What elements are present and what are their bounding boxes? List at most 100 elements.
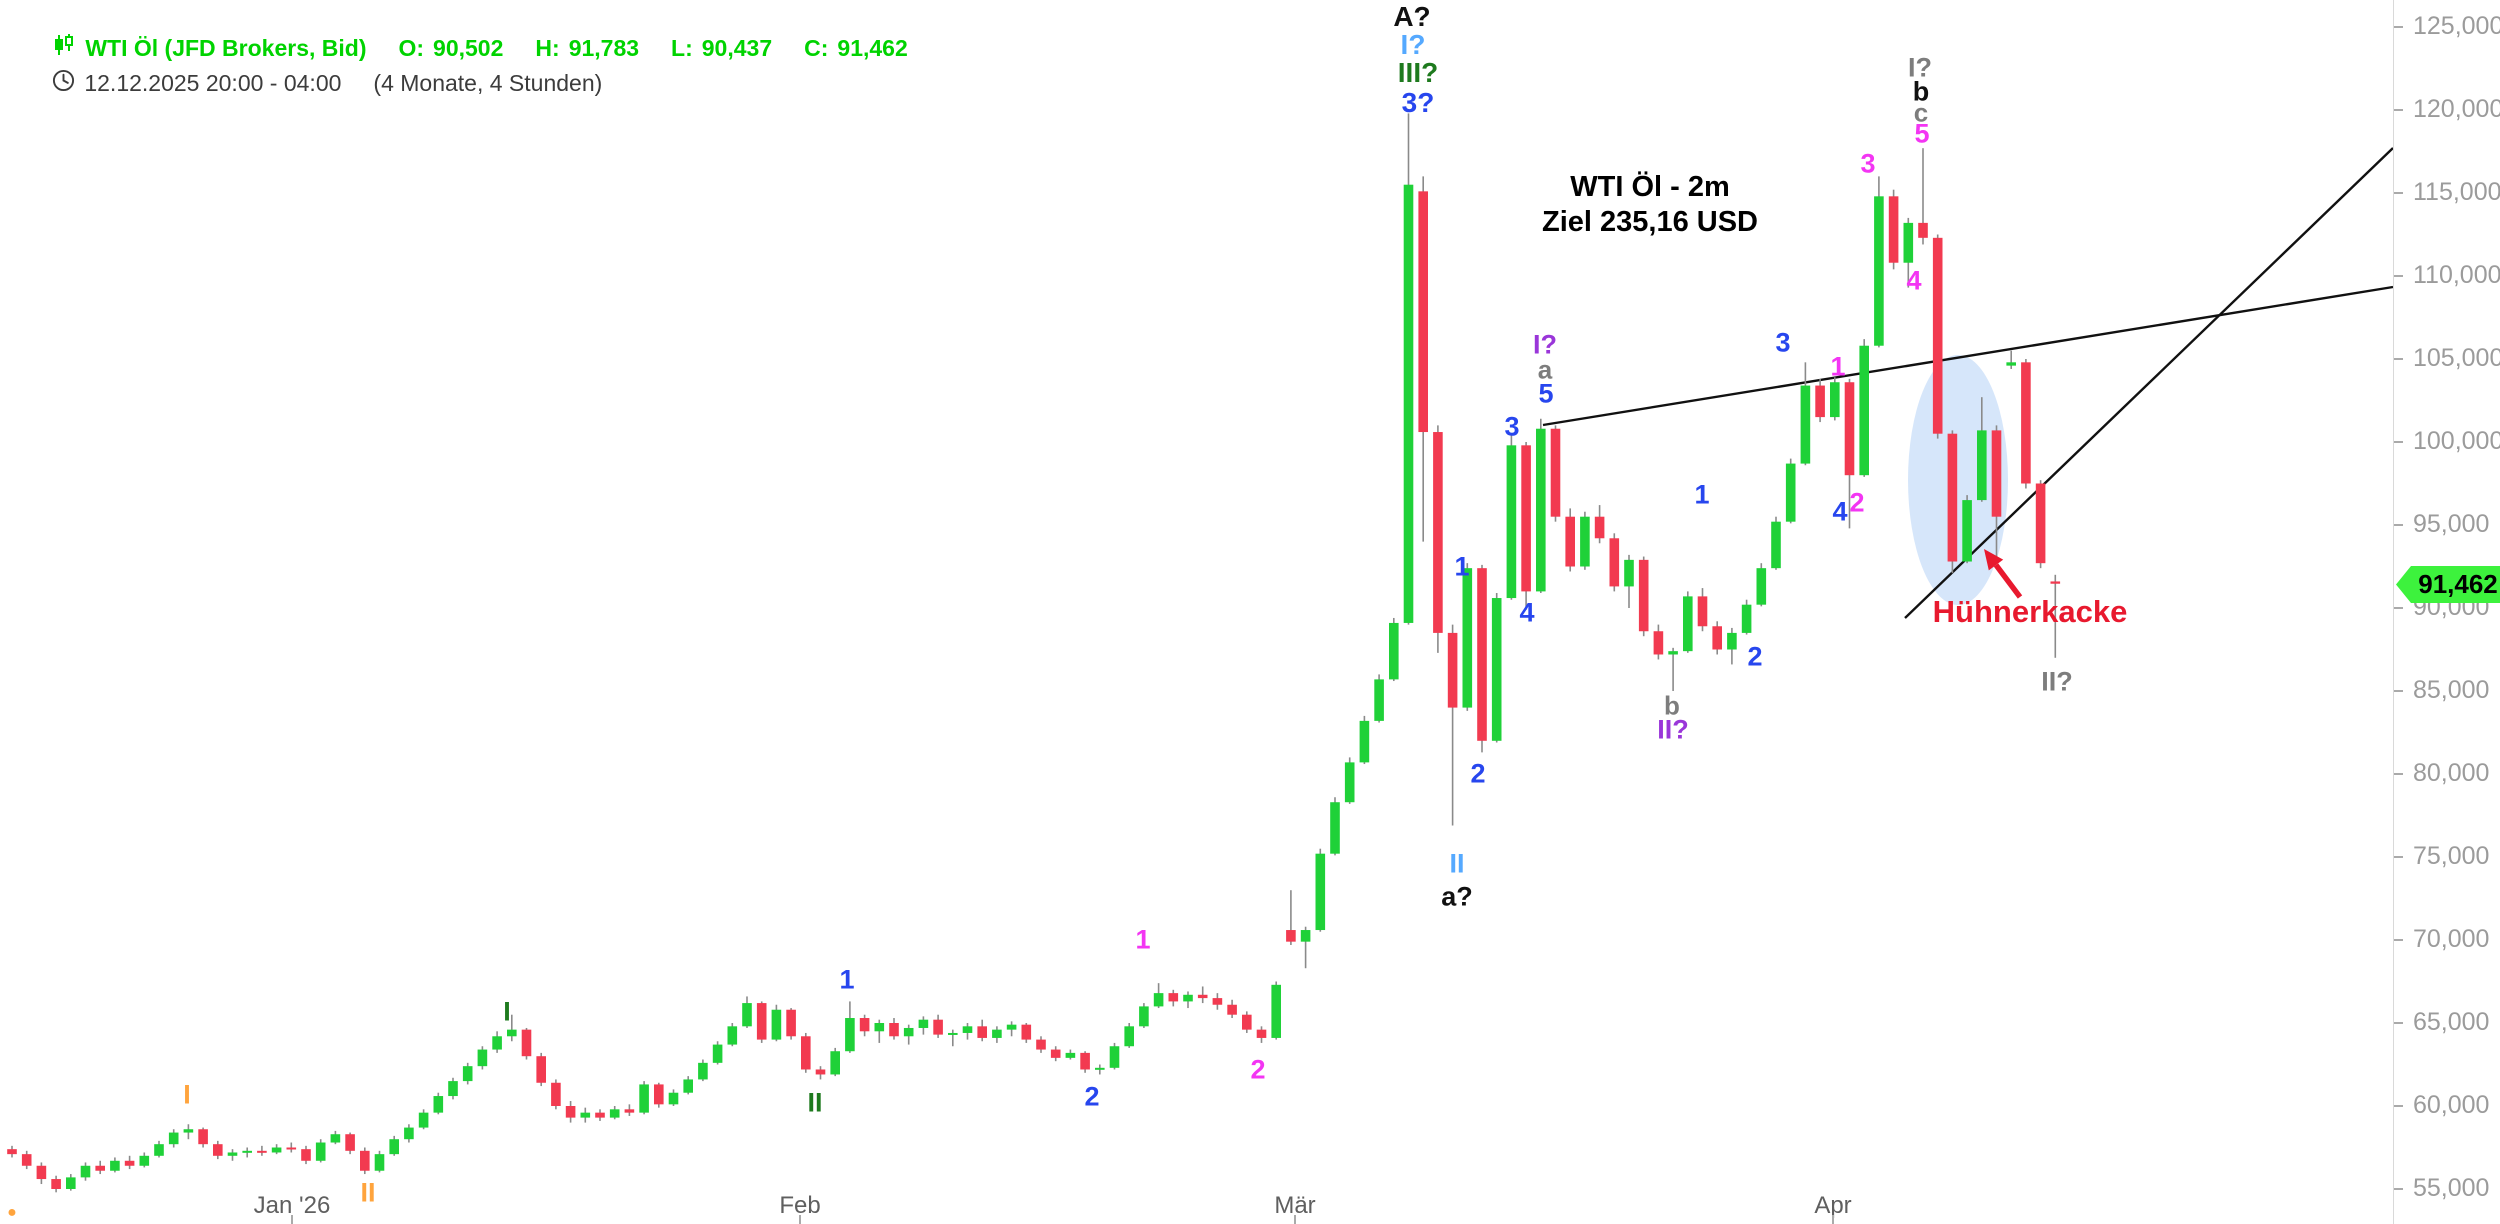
price-tick-label: 110,000: [2413, 261, 2500, 289]
wave-label: I?: [1908, 52, 1932, 83]
price-tick-label: 120,000: [2413, 95, 2500, 123]
candle-body: [1006, 1024, 1017, 1030]
candle-body: [1315, 853, 1326, 931]
candle-body: [1462, 568, 1473, 708]
wave-label: a: [1537, 354, 1553, 385]
candle-body: [1036, 1039, 1046, 1050]
annotation-arrowhead: [1984, 549, 2004, 571]
wave-label: II?: [2041, 666, 2073, 697]
trendline[interactable]: [1904, 147, 2394, 619]
price-tick: [2394, 690, 2403, 692]
candle-body: [360, 1150, 370, 1171]
candle-body: [639, 1084, 649, 1113]
price-tick: [2394, 1105, 2403, 1107]
candle-body: [1374, 679, 1384, 721]
wave-label: A?: [1393, 1, 1431, 32]
candle-body: [154, 1144, 164, 1156]
candle-body: [1830, 382, 1840, 418]
candle-body: [1888, 196, 1899, 263]
candle-body: [1991, 430, 2002, 517]
wave-label: I?: [1400, 29, 1426, 60]
candle-body: [51, 1179, 61, 1189]
candle-body: [1638, 559, 1649, 632]
candle-body: [1918, 222, 1928, 238]
last-price-value: 91,462: [2418, 569, 2498, 599]
wave-label: 4: [1832, 496, 1848, 527]
candle-body: [1521, 445, 1531, 592]
wave-label: 4: [1906, 265, 1922, 296]
candle-body: [1565, 516, 1575, 567]
month-tick: [1832, 1215, 1834, 1224]
month-label: Apr: [1814, 1192, 1852, 1219]
candle-body: [1330, 802, 1340, 854]
candle-body: [1080, 1052, 1090, 1070]
wave-label: 2: [1250, 1054, 1266, 1085]
price-tick: [2394, 192, 2403, 194]
candle-body: [1242, 1014, 1252, 1030]
wave-label: II: [360, 1177, 376, 1208]
low-label: L:: [671, 34, 693, 61]
candle-body: [1741, 604, 1752, 633]
wave-label: 3?: [1401, 87, 1435, 118]
candle-body: [168, 1132, 179, 1145]
price-tick-label: 75,000: [2413, 842, 2490, 870]
candle-body: [389, 1139, 399, 1155]
price-tick: [2394, 1188, 2403, 1190]
candle-body: [786, 1009, 796, 1037]
clock-icon: [14, 42, 75, 125]
price-tick-label: 80,000: [2413, 759, 2490, 787]
candle-body: [1947, 433, 1958, 562]
candle-body: [124, 1160, 135, 1166]
candle-body: [271, 1147, 282, 1153]
candle-body: [1050, 1049, 1061, 1058]
candle-body: [1771, 521, 1781, 569]
candle-body: [80, 1165, 91, 1178]
wave-label: 5: [1538, 378, 1554, 409]
candle-body: [227, 1152, 238, 1156]
month-tick: [1294, 1215, 1296, 1224]
chart-target: Ziel 235,16 USD: [1542, 206, 1758, 238]
candle-body: [1139, 1006, 1149, 1027]
wave-label: b: [1912, 76, 1930, 107]
trendline[interactable]: [1542, 285, 2394, 427]
candle-body: [2006, 362, 2016, 366]
candle-body: [242, 1150, 252, 1153]
close-label: C:: [804, 34, 829, 61]
candle-body: [404, 1127, 414, 1140]
open-label: O:: [398, 34, 425, 61]
candle-body: [1859, 345, 1869, 476]
candle-body: [521, 1029, 532, 1057]
candle-body: [1021, 1024, 1032, 1040]
candle-body: [213, 1144, 223, 1156]
candle-body: [492, 1036, 502, 1050]
candle-body: [448, 1081, 458, 1097]
wave-label: I: [183, 1079, 191, 1110]
candle-body: [301, 1149, 311, 1161]
price-tick: [2394, 524, 2403, 526]
wave-label: c: [1913, 97, 1929, 128]
wave-label: II: [807, 1087, 823, 1118]
candle-body: [1594, 516, 1605, 539]
candle-body: [1168, 993, 1179, 1002]
candle-body: [609, 1109, 620, 1118]
candle-body: [36, 1165, 47, 1180]
candle-body: [1433, 432, 1443, 633]
symbol-header: WTI Öl (JFD Brokers, Bid) O: 90,502 H: 9…: [14, 6, 908, 90]
candle-body: [565, 1106, 576, 1118]
candle-body: [139, 1155, 150, 1166]
candle-body: [374, 1154, 385, 1171]
wave-label: 1: [1135, 924, 1151, 955]
candle-body: [1183, 994, 1193, 1002]
candle-body: [2050, 581, 2061, 584]
candle-body: [1286, 930, 1296, 942]
candle-body: [815, 1069, 826, 1075]
open-value: 90,502: [433, 34, 504, 61]
candle-body: [536, 1056, 546, 1083]
wave-label: 2: [1849, 487, 1865, 518]
candle-body: [712, 1044, 723, 1063]
candle-body: [1300, 930, 1311, 942]
candle-body: [654, 1084, 664, 1105]
candle-body: [345, 1134, 355, 1151]
